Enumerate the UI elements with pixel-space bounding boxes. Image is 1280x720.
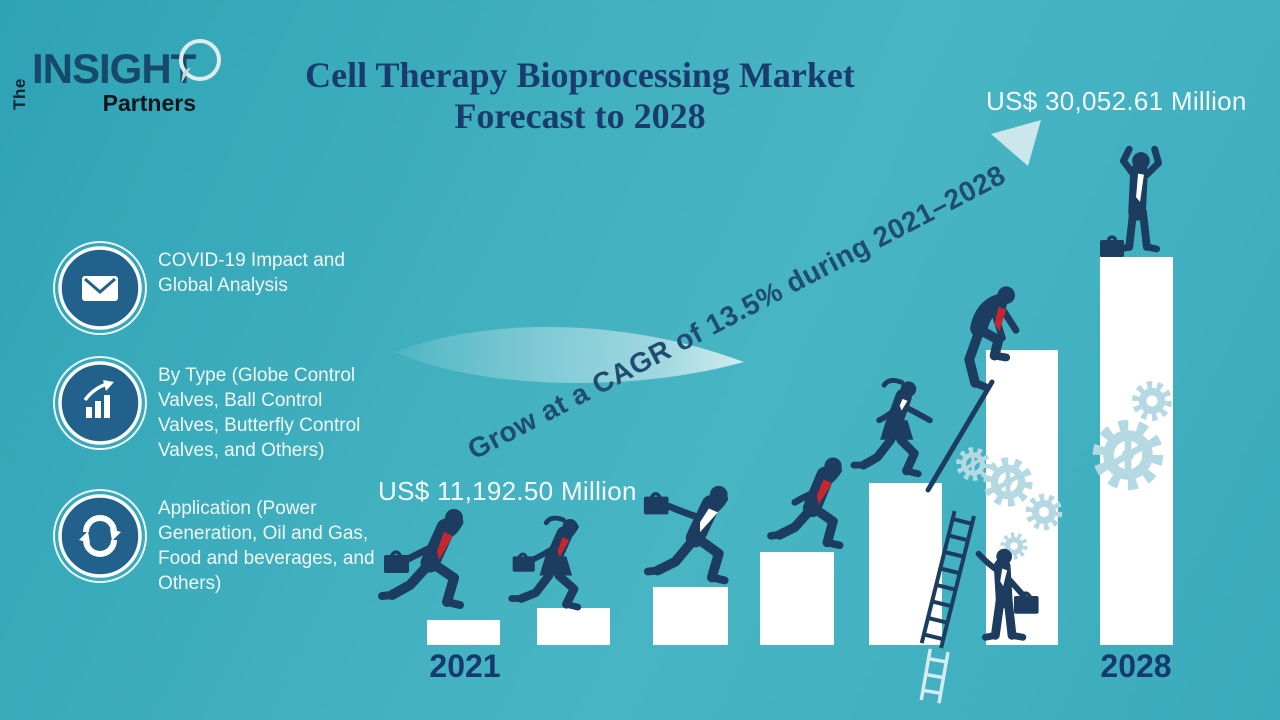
envelope-icon <box>53 241 147 335</box>
title-line-1: Cell Therapy Bioprocessing Market <box>305 55 855 95</box>
bullet-by-type-text: By Type (Globe Control Valves, Ball Cont… <box>158 365 361 461</box>
businesswoman-runner-figure <box>508 515 582 611</box>
bullet-covid-text: COVID-19 Impact and Global Analysis <box>158 250 345 296</box>
gear-icon <box>988 462 1028 502</box>
chart-bar-1 <box>427 620 500 645</box>
bullet-application: Application (Power Generation, Oil and G… <box>52 488 382 594</box>
bullet-application-text: Application (Power Generation, Oil and G… <box>158 498 375 594</box>
insight-partners-logo: The INSIGHT Partners <box>10 39 225 138</box>
gear-icon <box>1100 427 1157 484</box>
ladder-icon <box>919 510 976 649</box>
title-line-2: Forecast to 2028 <box>454 96 706 136</box>
businessman-runner-figure <box>378 509 464 609</box>
bullet-by-type: By Type (Globe Control Valves, Ball Cont… <box>52 355 382 461</box>
businesswoman-climbing-figure <box>850 378 933 478</box>
start-value-label: US$ 11,192.50 Million <box>378 476 637 506</box>
logo-word-insight: INSIGHT <box>32 45 196 92</box>
businessman-standing-figure <box>975 548 1039 641</box>
businessman-climber-figure <box>964 286 1020 391</box>
briefcase-icon <box>1100 235 1124 257</box>
end-value-label: US$ 30,052.61 Million <box>986 86 1247 116</box>
page-title: Cell Therapy Bioprocessing Market Foreca… <box>250 55 910 137</box>
swoosh-shape <box>396 327 744 384</box>
gear-icon <box>1029 497 1059 527</box>
chart-bar-4 <box>760 552 834 645</box>
year-label-start: 2021 <box>429 648 501 684</box>
gear-icon <box>959 450 986 477</box>
chart-bar-3 <box>653 587 728 645</box>
ladder-lower-icon <box>919 648 950 704</box>
businessman-whitetie-runner-figure <box>643 485 729 585</box>
bullet-covid: COVID-19 Impact and Global Analysis <box>52 240 382 336</box>
businessman-celebrating-figure <box>1117 145 1162 253</box>
magnifier-icon <box>179 39 221 84</box>
businessman-redtie-runner-figure <box>767 457 844 550</box>
arrowhead-icon <box>991 120 1041 166</box>
year-label-end: 2028 <box>1100 648 1172 684</box>
growth-chart-icon <box>53 356 147 450</box>
climbing-pole <box>925 379 995 493</box>
gear-icon <box>1136 385 1168 417</box>
chart-bar-2 <box>537 608 610 645</box>
logo-word-partners: Partners <box>102 90 196 116</box>
sync-arrows-icon <box>53 489 147 583</box>
